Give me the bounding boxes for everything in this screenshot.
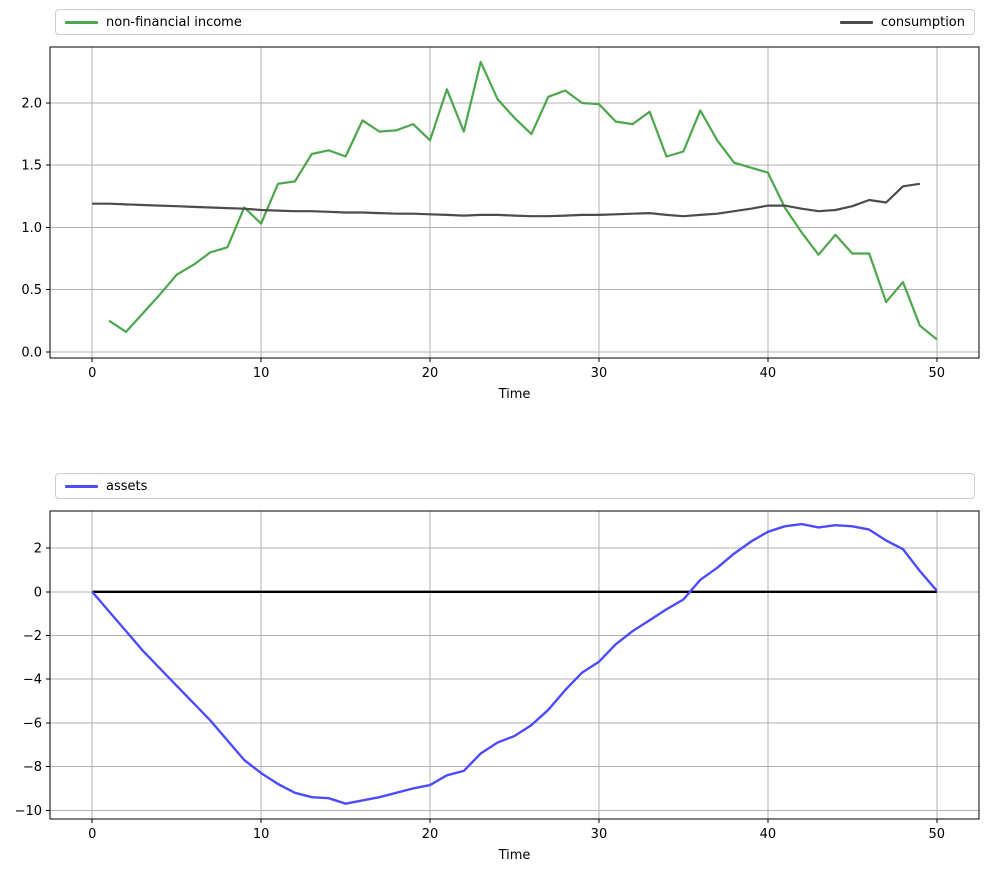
y-tick-label: 2.0 — [21, 96, 42, 111]
plot-area — [50, 47, 979, 358]
legend-entry-consumption: consumption — [839, 14, 965, 30]
legend-label-consumption: consumption — [880, 14, 965, 30]
x-tick-label: 20 — [422, 827, 439, 842]
y-tick-label: −4 — [23, 673, 42, 688]
y-tick-label: −2 — [23, 629, 42, 644]
tick-marks — [46, 102, 938, 362]
x-axis-label: Time — [498, 387, 531, 402]
axes-frame — [49, 510, 980, 820]
x-axis-tick-labels: 0 10 20 30 40 50 — [88, 827, 945, 842]
legend-entry-non-financial-income: non-financial income — [65, 16, 242, 29]
legend-line-sample-income — [65, 20, 98, 24]
x-tick-label: 10 — [253, 827, 270, 842]
legend-entry-assets: assets — [65, 480, 147, 493]
x-tick-label: 40 — [760, 366, 777, 381]
x-tick-label: 10 — [253, 366, 270, 381]
plot-area — [50, 511, 979, 819]
legend-label-income: non-financial income — [106, 14, 242, 30]
x-tick-label: 40 — [760, 827, 777, 842]
consumption-line — [92, 182, 921, 218]
legend-top-chart: non-financial income consumption — [55, 9, 975, 35]
legend-line-sample-assets — [65, 484, 98, 488]
y-axis-tick-labels: 2 0 −2 −4 −6 −8 −10 — [15, 542, 42, 819]
x-tick-label: 30 — [591, 366, 608, 381]
legend-label-assets: assets — [106, 478, 148, 494]
x-tick-label: 0 — [88, 366, 96, 381]
y-axis-tick-labels: 0.0 0.5 1.0 1.5 2.0 — [21, 96, 42, 360]
non-financial-income-line — [108, 60, 938, 341]
tick-marks — [46, 547, 938, 823]
y-tick-label: 0.5 — [21, 283, 42, 298]
y-tick-label: −10 — [15, 804, 42, 819]
x-tick-label: 0 — [88, 827, 96, 842]
y-tick-label: 1.5 — [21, 159, 42, 174]
axes-frame — [49, 46, 980, 359]
grid — [50, 47, 979, 358]
x-tick-label: 50 — [928, 366, 945, 381]
assets-line — [91, 522, 938, 805]
x-tick-label: 50 — [928, 827, 945, 842]
y-tick-label: 0 — [34, 585, 42, 600]
x-tick-label: 30 — [591, 827, 608, 842]
x-axis-label: Time — [498, 848, 531, 863]
x-tick-label: 20 — [422, 366, 439, 381]
y-tick-label: 0.0 — [21, 345, 42, 360]
y-tick-label: 2 — [34, 542, 42, 557]
x-axis-tick-labels: 0 10 20 30 40 50 — [88, 366, 945, 381]
legend-bottom-chart: assets — [55, 473, 975, 499]
y-tick-label: −6 — [23, 716, 42, 731]
y-tick-label: −8 — [23, 760, 42, 775]
legend-line-sample-consumption — [839, 20, 873, 24]
chart-0: 0 10 20 30 40 50 0.0 0.5 1.0 1.5 2.0 Time — [21, 46, 980, 402]
y-tick-label: 1.0 — [21, 221, 42, 236]
